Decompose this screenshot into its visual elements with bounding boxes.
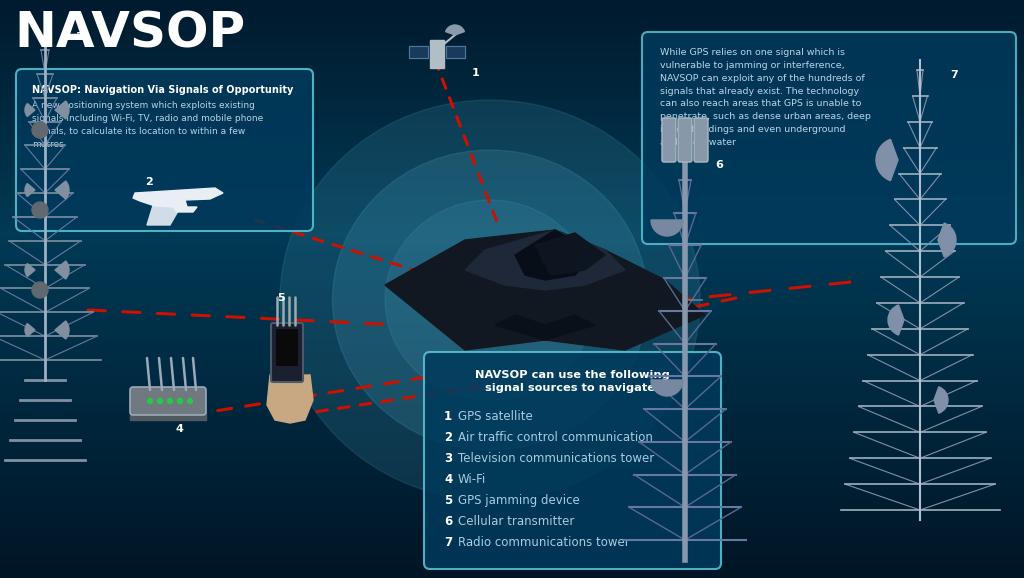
Polygon shape bbox=[155, 191, 197, 199]
FancyBboxPatch shape bbox=[424, 352, 721, 569]
Text: 5: 5 bbox=[278, 293, 285, 303]
Polygon shape bbox=[385, 230, 705, 350]
Text: 2: 2 bbox=[444, 431, 453, 444]
FancyBboxPatch shape bbox=[130, 387, 206, 415]
FancyBboxPatch shape bbox=[662, 118, 676, 162]
Text: 4: 4 bbox=[444, 473, 453, 486]
Circle shape bbox=[187, 398, 193, 403]
Circle shape bbox=[32, 122, 48, 138]
Ellipse shape bbox=[385, 200, 595, 400]
Text: Radio communications tower: Radio communications tower bbox=[458, 536, 630, 549]
Wedge shape bbox=[25, 103, 35, 116]
Text: Television communications tower: Television communications tower bbox=[458, 452, 654, 465]
Wedge shape bbox=[445, 25, 465, 35]
Polygon shape bbox=[446, 46, 465, 58]
Circle shape bbox=[168, 398, 172, 403]
Text: 4: 4 bbox=[176, 424, 184, 434]
Ellipse shape bbox=[280, 100, 700, 500]
Circle shape bbox=[32, 202, 48, 218]
Text: 2: 2 bbox=[145, 177, 153, 187]
Polygon shape bbox=[465, 230, 625, 290]
Text: GPS satellite: GPS satellite bbox=[458, 410, 532, 423]
Text: 6: 6 bbox=[444, 515, 453, 528]
Text: NAVSOP: Navigation Via Signals of Opportunity: NAVSOP: Navigation Via Signals of Opport… bbox=[32, 85, 293, 95]
Text: A new positioning system which exploits existing
signals including Wi-Fi, TV, ra: A new positioning system which exploits … bbox=[32, 101, 263, 149]
Text: 3: 3 bbox=[75, 32, 83, 42]
Text: 3: 3 bbox=[444, 452, 453, 465]
Wedge shape bbox=[876, 139, 898, 181]
Polygon shape bbox=[515, 230, 595, 280]
Polygon shape bbox=[133, 188, 223, 212]
Polygon shape bbox=[535, 233, 605, 275]
Wedge shape bbox=[25, 264, 35, 276]
Wedge shape bbox=[888, 305, 904, 335]
Polygon shape bbox=[430, 40, 444, 68]
Polygon shape bbox=[267, 375, 313, 423]
Circle shape bbox=[32, 282, 48, 298]
Text: 5: 5 bbox=[444, 494, 453, 507]
FancyBboxPatch shape bbox=[16, 69, 313, 231]
Text: GPS jamming device: GPS jamming device bbox=[458, 494, 580, 507]
Circle shape bbox=[158, 398, 163, 403]
Text: 1: 1 bbox=[444, 410, 453, 423]
Text: 7: 7 bbox=[444, 536, 453, 549]
Wedge shape bbox=[25, 184, 35, 197]
Polygon shape bbox=[409, 46, 428, 58]
Polygon shape bbox=[147, 199, 185, 225]
Wedge shape bbox=[651, 380, 683, 396]
Text: NAVSOP: NAVSOP bbox=[14, 10, 245, 58]
Wedge shape bbox=[55, 101, 69, 119]
Text: Wi-Fi: Wi-Fi bbox=[458, 473, 486, 486]
Text: 1: 1 bbox=[472, 68, 480, 78]
FancyBboxPatch shape bbox=[678, 118, 692, 162]
Wedge shape bbox=[934, 387, 948, 413]
FancyBboxPatch shape bbox=[276, 329, 298, 366]
Text: NAVSOP can use the following
signal sources to navigate:: NAVSOP can use the following signal sour… bbox=[475, 370, 670, 393]
Wedge shape bbox=[938, 223, 956, 257]
Ellipse shape bbox=[333, 150, 647, 450]
Text: While GPS relies on one signal which is
vulnerable to jamming or interference,
N: While GPS relies on one signal which is … bbox=[660, 48, 870, 147]
Text: 6: 6 bbox=[715, 160, 723, 170]
FancyBboxPatch shape bbox=[694, 118, 708, 162]
Wedge shape bbox=[651, 220, 683, 236]
Circle shape bbox=[147, 398, 153, 403]
FancyBboxPatch shape bbox=[642, 32, 1016, 244]
Text: 7: 7 bbox=[950, 70, 957, 80]
Circle shape bbox=[177, 398, 182, 403]
Wedge shape bbox=[55, 181, 69, 199]
FancyBboxPatch shape bbox=[271, 323, 303, 382]
Wedge shape bbox=[55, 261, 69, 279]
Text: Air traffic control communication: Air traffic control communication bbox=[458, 431, 653, 444]
Text: Cellular transmitter: Cellular transmitter bbox=[458, 515, 574, 528]
Wedge shape bbox=[55, 321, 69, 339]
Polygon shape bbox=[495, 315, 595, 340]
Wedge shape bbox=[25, 324, 35, 336]
